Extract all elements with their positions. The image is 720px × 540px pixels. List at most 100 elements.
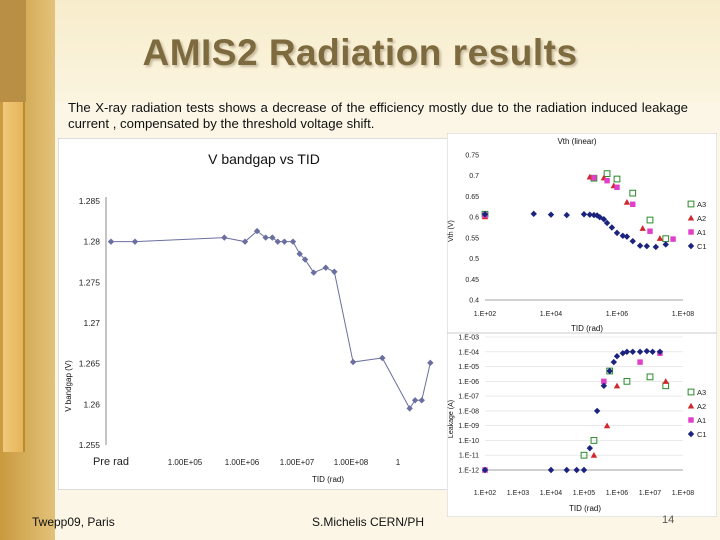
chart1-y-tick-label: 1.255 [79,440,101,450]
vbandgap-chart: V bandgap vs TID 1.285 1.28 1.275 1.27 1.265… [58,138,448,490]
chart1-point [427,359,434,367]
chart2-y-tick-label: 0.55 [465,235,479,242]
chart1-point [107,238,115,245]
chart2-point [481,211,489,218]
chart2-point [646,216,654,224]
chart2-point [647,228,653,234]
chart1-point [331,268,338,275]
left-accent-top [0,0,26,102]
chart2-point [547,211,555,218]
chart3-point [601,378,607,385]
chart2-y-tick-label: 0.4 [469,298,479,305]
chart2-point [604,177,610,184]
slide-caption: The X-ray radiation tests shows a decrea… [68,100,688,131]
chart3-point [662,378,669,384]
chart2-legend-marker [688,229,694,235]
chart3-point [481,466,489,474]
chart3-point [603,422,611,429]
chart1-y-tick-label: 1.26 [83,399,100,409]
chart3-y-tick-label: 1.E-08 [458,408,479,415]
chart3-point [646,373,654,381]
page-number: 14 [662,514,675,526]
chart2-y-tick-label: 0.45 [465,277,479,284]
chart1-point [301,256,309,263]
chart2-point [639,225,646,231]
chart3-y-tick-label: 1.E-07 [458,394,479,401]
chart3-legend-marker [687,430,695,438]
chart2-y-tick-label: 0.75 [465,153,479,160]
chart3-y-tick-label: 1.E-04 [458,349,479,356]
chart1-point [253,227,261,235]
chart3-x-tick-label: 1.E+03 [507,490,529,497]
chart2-legend-marker [687,242,695,250]
chart1-y-tick-label: 1.27 [83,318,100,328]
chart2-y-tick-label: 0.6 [469,215,479,222]
chart2-point [614,184,620,191]
chart2-legend-label: A1 [697,228,706,237]
chart1-x-tick-label: 1.00E+07 [280,458,315,467]
chart1-x-tick-label: 1 [396,458,401,467]
chart1-x-tick-label: Pre rad [93,456,129,468]
chart2-x-tick-label: 1.E+02 [474,311,496,318]
chart2-point [563,211,570,219]
chart3-point [637,359,643,365]
chart1-y-tick-label: 1.265 [79,359,101,369]
chart3-point [623,377,631,385]
chart2-x-label: TID (rad) [571,324,603,333]
chart1-point [349,358,357,366]
chart2-point [630,201,636,208]
chart3-y-tick-label: 1.E-12 [458,468,479,475]
footer-event: Twepp09, Paris [32,515,115,529]
chart2-y-label: Vth (V) [448,220,455,242]
vth-chart: Vth (linear) 0.75 0.7 0.65 0.6 0.55 0.5 0.45 0.… [447,133,717,333]
chart3-legend-marker [687,388,695,396]
chart3-x-tick-label: 1.E+06 [606,490,628,497]
footer-author: S.Michelis CERN/PH [312,515,425,529]
chart1-y-label: V bandgap (V) [64,360,73,412]
chart3-x-tick-label: 1.E+05 [573,490,595,497]
chart2-point [613,175,621,183]
chart2-legend-label: A2 [697,214,706,223]
chart1-point [221,234,228,241]
chart3-point [580,451,588,459]
chart3-y-tick-label: 1.E-09 [458,423,479,430]
chart1-point [296,250,303,258]
chart2-point [623,199,631,205]
chart1-point [241,238,249,245]
slide-title: AMIS2 Radiation results [142,32,578,73]
chart1-title: V bandgap vs TID [208,151,320,167]
chart3-point [563,466,570,474]
chart3-y-tick-label: 1.E-06 [458,379,479,386]
chart3-point [590,437,598,444]
chart2-y-tick-label: 0.5 [469,256,479,263]
chart3-point [613,382,621,389]
chart1-point [310,269,317,276]
chart1-y-tick-label: 1.28 [83,237,100,247]
chart3-x-label: TID (rad) [569,504,601,513]
chart2-point [629,237,636,245]
chart1-point [418,397,425,404]
chart2-point [629,189,637,197]
chart1-y-tick-label: 1.275 [79,277,101,287]
chart3-point [547,466,555,474]
chart3-x-tick-label: 1.E+02 [474,490,496,497]
chart1-point [262,234,269,241]
chart1-y-tick-label: 1.285 [79,196,101,206]
chart3-legend-marker [687,402,695,409]
chart3-point [590,452,598,458]
chart2-point [662,241,669,248]
chart3-y-tick-label: 1.E-05 [458,364,479,371]
chart2-point [603,170,611,178]
chart2-point [530,210,537,218]
chart1-x-tick-label: 1.00E+06 [225,458,260,467]
chart2-point [670,236,676,242]
leakage-chart: 1.E-03 1.E-04 1.E-05 1.E-06 1.E-07 1.E-08 1.E-… [447,333,717,517]
chart1-point [269,234,276,241]
chart2-title: Vth (linear) [557,137,596,146]
chart2-point [591,175,597,181]
chart2-point [613,229,621,237]
chart2-x-tick-label: 1.E+06 [606,311,628,318]
header-band [0,0,720,102]
chart2-legend-marker [687,200,695,208]
